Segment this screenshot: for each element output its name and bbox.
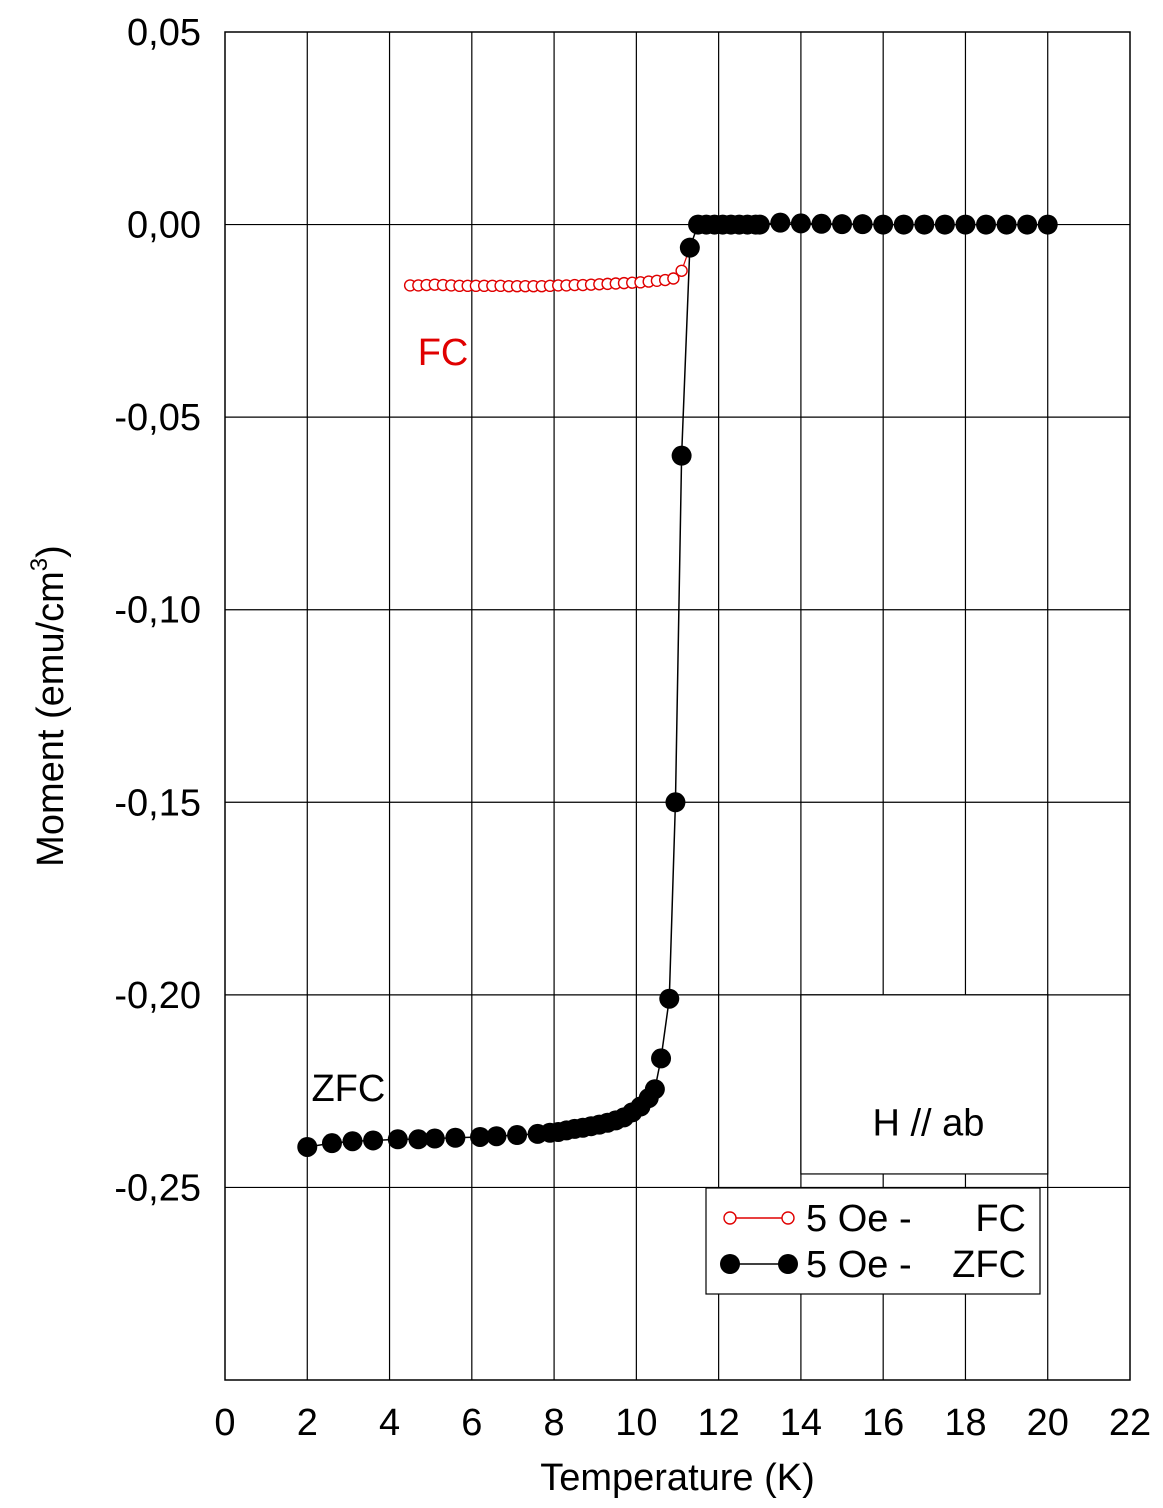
zfc-data-point: [671, 445, 692, 466]
annotation-label: FC: [418, 332, 469, 374]
zfc-data-point: [408, 1129, 429, 1150]
y-tick-label: 0,05: [127, 12, 201, 54]
zfc-data-point: [852, 214, 873, 235]
zfc-data-point: [297, 1136, 318, 1157]
zfc-data-point: [914, 214, 935, 235]
legend-marker: [778, 1254, 798, 1274]
zfc-data-point: [770, 212, 791, 233]
y-axis-label-superscript: 3: [26, 558, 53, 571]
fc-data-point: [675, 264, 688, 277]
legend: 5 Oe - FC 5 Oe - ZFC: [705, 1187, 1041, 1295]
zfc-data-point: [790, 213, 811, 234]
x-tick-label: 18: [944, 1402, 986, 1444]
x-tick-label: 10: [615, 1402, 657, 1444]
zfc-data-point: [445, 1127, 466, 1148]
zfc-data-point: [934, 214, 955, 235]
zfc-data-point: [387, 1129, 408, 1150]
y-tick-label: -0,10: [114, 590, 201, 632]
x-tick-label: 0: [214, 1402, 235, 1444]
x-tick-label: 22: [1109, 1402, 1151, 1444]
zfc-data-point: [659, 988, 680, 1009]
x-tick-label: 6: [461, 1402, 482, 1444]
y-axis-label-text: Moment (emu/cm: [30, 571, 72, 867]
zfc-data-point: [342, 1131, 363, 1152]
annotation-label: ZFC: [311, 1068, 385, 1110]
x-axis: 0 2 4 6 8 10 12 14 16 18 20 22: [214, 1402, 1151, 1444]
y-axis-label: Moment (emu/cm3): [26, 545, 72, 867]
zfc-data-point: [651, 1048, 672, 1069]
legend-label-suffix: FC: [975, 1198, 1026, 1240]
series-layer: [297, 212, 1058, 1157]
fc-data-point: [667, 272, 680, 285]
zfc-data-point: [424, 1128, 445, 1149]
zfc-data-point: [1037, 214, 1058, 235]
zfc-data-point: [749, 214, 770, 235]
x-tick-label: 8: [544, 1402, 565, 1444]
zfc-data-point: [996, 214, 1017, 235]
legend-marker: [723, 1211, 737, 1225]
zfc-data-point: [363, 1130, 384, 1151]
zfc-data-point: [679, 237, 700, 258]
zfc-data-point: [811, 213, 832, 234]
zfc-data-point: [321, 1133, 342, 1154]
zfc-data-point: [507, 1125, 528, 1146]
x-tick-label: 16: [862, 1402, 904, 1444]
x-tick-label: 2: [297, 1402, 318, 1444]
y-tick-label: -0,20: [114, 975, 201, 1017]
x-tick-label: 12: [697, 1402, 739, 1444]
legend-label-prefix: 5 Oe -: [806, 1198, 912, 1240]
zfc-data-point: [832, 214, 853, 235]
x-tick-label: 14: [780, 1402, 822, 1444]
zfc-data-point: [486, 1126, 507, 1147]
annotations: FC ZFC H // ab: [311, 332, 984, 1144]
plot-frame: [224, 31, 1131, 1381]
y-tick-label: 0,00: [127, 205, 201, 247]
zfc-data-point: [873, 214, 894, 235]
zfc-data-point: [893, 214, 914, 235]
zfc-data-point: [1017, 214, 1038, 235]
x-tick-label: 20: [1027, 1402, 1069, 1444]
y-tick-label: -0,05: [114, 397, 201, 439]
zfc-data-point: [644, 1079, 665, 1100]
x-tick-label: 4: [379, 1402, 400, 1444]
annotation-label: H // ab: [872, 1102, 984, 1144]
zfc-data-point: [955, 214, 976, 235]
legend-label-prefix: 5 Oe -: [806, 1244, 912, 1286]
legend-frame: [705, 1187, 1041, 1295]
zfc-data-point: [976, 214, 997, 235]
y-tick-label: -0,25: [114, 1167, 201, 1209]
y-tick-label: -0,15: [114, 782, 201, 824]
zfc-data-point: [665, 792, 686, 813]
y-axis: 0,05 0,00 -0,05 -0,10 -0,15 -0,20 -0,25: [114, 12, 201, 1209]
legend-label-suffix: ZFC: [952, 1244, 1026, 1286]
y-axis-label-close: ): [30, 545, 72, 558]
inset-box: [800, 994, 1049, 1175]
legend-marker: [781, 1211, 795, 1225]
legend-marker: [720, 1254, 740, 1274]
inset-frame: [800, 994, 1049, 1175]
x-axis-label: Temperature (K): [540, 1457, 815, 1499]
zfc-data-point: [470, 1126, 491, 1147]
